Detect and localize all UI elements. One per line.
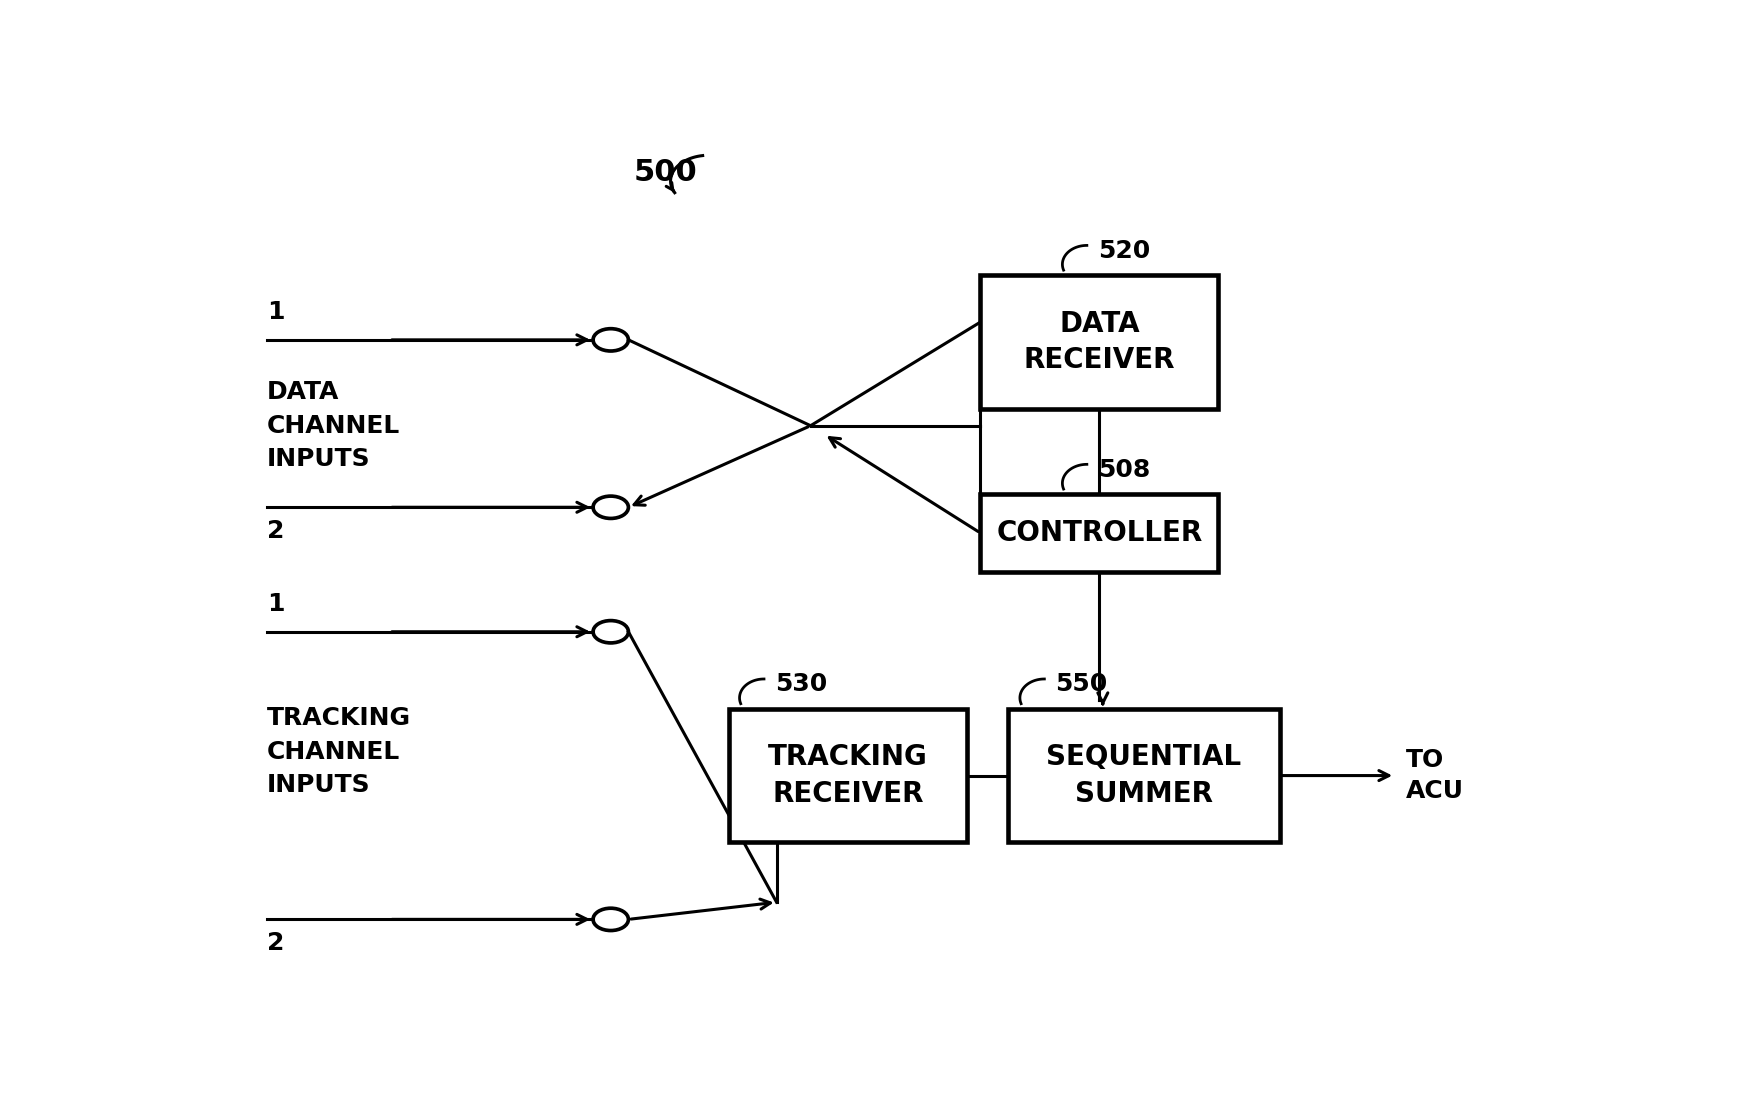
Text: TRACKING
RECEIVER: TRACKING RECEIVER — [768, 744, 928, 808]
Text: 530: 530 — [775, 672, 828, 696]
Text: TO
ACU: TO ACU — [1407, 748, 1465, 804]
FancyBboxPatch shape — [980, 275, 1219, 408]
FancyBboxPatch shape — [730, 709, 966, 842]
Text: CONTROLLER: CONTROLLER — [996, 518, 1203, 547]
Text: 500: 500 — [633, 158, 698, 187]
Text: TRACKING
CHANNEL
INPUTS: TRACKING CHANNEL INPUTS — [267, 707, 410, 797]
Text: 2: 2 — [267, 520, 284, 543]
Text: DATA
RECEIVER: DATA RECEIVER — [1024, 310, 1175, 375]
Text: 520: 520 — [1098, 239, 1151, 262]
Text: 2: 2 — [267, 931, 284, 956]
Text: SEQUENTIAL
SUMMER: SEQUENTIAL SUMMER — [1045, 744, 1242, 808]
FancyBboxPatch shape — [980, 494, 1219, 572]
Text: DATA
CHANNEL
INPUTS: DATA CHANNEL INPUTS — [267, 380, 400, 472]
Text: 550: 550 — [1056, 672, 1107, 696]
FancyBboxPatch shape — [1007, 709, 1280, 842]
Text: 1: 1 — [267, 300, 284, 324]
Text: 1: 1 — [267, 592, 284, 617]
Text: 508: 508 — [1098, 457, 1151, 482]
